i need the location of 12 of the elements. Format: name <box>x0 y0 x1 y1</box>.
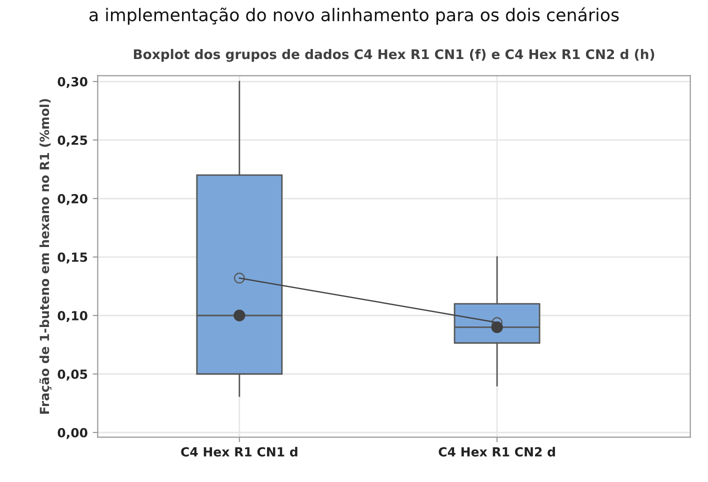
y-tick-label: 0,25 <box>58 135 88 147</box>
y-tick-label: 0,20 <box>58 194 88 206</box>
y-axis-title: Fração de 1-buteno em hexano no R1 (%mol) <box>39 99 52 414</box>
x-tick-label: C4 Hex R1 CN1 d <box>181 446 298 457</box>
y-tick-label: 0,30 <box>58 76 88 88</box>
y-tick-label: 0,00 <box>58 428 88 440</box>
y-tick-label: 0,10 <box>58 310 88 322</box>
y-tick-label: 0,05 <box>58 369 88 381</box>
text: a implementação do novo alinhamento para os dois cenários <box>89 7 619 25</box>
y-tick-label: 0,15 <box>58 252 88 264</box>
chart-title: Boxplot dos grupos de dados C4 Hex R1 CN1 (f) e C4 Hex R1 CN2 d (h) <box>134 48 654 62</box>
x-tick-label: C4 Hex R1 CN2 d <box>438 446 555 457</box>
